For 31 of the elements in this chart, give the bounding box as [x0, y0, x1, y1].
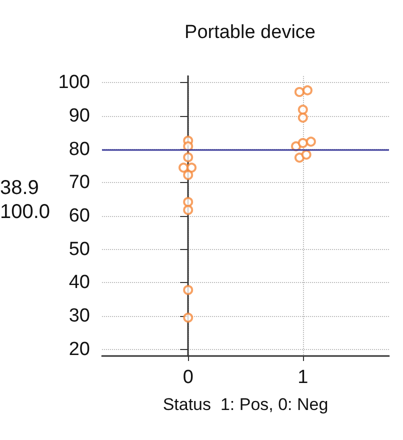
y-tick-label: 60: [68, 206, 90, 226]
y-tick-label: 100: [58, 72, 90, 94]
point: [183, 312, 194, 323]
point: [298, 112, 308, 123]
point: [183, 170, 194, 180]
x-tick-label: 1: [298, 367, 308, 388]
x-axis-title: Status 1: Pos, 0: Neg: [162, 395, 328, 414]
y-tick-label: 90: [68, 106, 90, 126]
point: [183, 152, 194, 162]
y-tick-label: 50: [68, 238, 90, 260]
point: [294, 87, 304, 97]
point: [183, 205, 194, 215]
y-tick-label: 70: [68, 172, 90, 194]
point: [301, 150, 312, 160]
point: [306, 136, 316, 147]
y-tick-label: 30: [68, 306, 90, 326]
point: [183, 197, 194, 207]
chart-title: Portable device: [184, 22, 316, 43]
text: 38.9: [0, 177, 39, 199]
point: [298, 104, 308, 115]
point: [186, 162, 197, 173]
x-tick-label: 0: [182, 367, 194, 388]
point: [302, 85, 312, 96]
point: [183, 141, 194, 152]
y-tick-label: 40: [68, 272, 90, 294]
y-tick-label: 20: [68, 338, 90, 360]
point: [298, 138, 308, 148]
y-tick-label: 80: [68, 138, 90, 160]
point: [183, 285, 194, 295]
text: 100.0: [0, 201, 50, 223]
point: [294, 152, 304, 163]
